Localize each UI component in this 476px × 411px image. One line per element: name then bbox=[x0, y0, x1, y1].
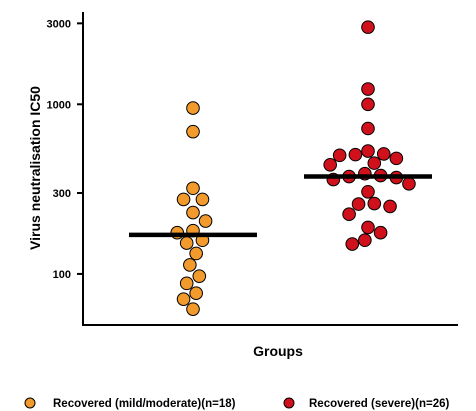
data-points bbox=[170, 20, 416, 316]
legend: Recovered (mild/moderate)(n=18) Recovered… bbox=[24, 397, 449, 410]
data-point bbox=[389, 151, 404, 166]
legend-marker bbox=[24, 397, 36, 409]
data-point bbox=[358, 233, 372, 248]
data-point bbox=[361, 220, 375, 235]
y-tick-label: 100 bbox=[53, 269, 71, 281]
data-point bbox=[186, 124, 200, 139]
data-point bbox=[361, 82, 375, 96]
y-ticks: 100 300 1000 3000 bbox=[47, 18, 83, 281]
data-point bbox=[189, 286, 203, 300]
data-point bbox=[179, 236, 194, 250]
legend-label: Recovered (severe)(n=26) bbox=[309, 398, 449, 410]
data-point bbox=[198, 214, 213, 228]
data-point bbox=[367, 196, 382, 211]
data-point bbox=[176, 192, 191, 207]
data-point bbox=[192, 269, 207, 283]
y-tick-label: 3000 bbox=[47, 18, 71, 30]
data-point bbox=[361, 97, 375, 112]
y-axis-title: Virus neutralisation IC50 bbox=[27, 86, 43, 250]
data-point bbox=[376, 147, 391, 161]
data-point bbox=[323, 157, 338, 172]
y-tick-label: 1000 bbox=[47, 99, 71, 111]
legend-series-name: Recovered (severe) bbox=[309, 398, 415, 410]
data-point bbox=[176, 292, 191, 306]
data-point bbox=[351, 197, 366, 211]
data-point bbox=[342, 207, 356, 221]
data-point bbox=[186, 205, 200, 220]
legend-count: (n=18) bbox=[201, 398, 235, 410]
data-point bbox=[361, 20, 375, 34]
data-point bbox=[361, 184, 375, 199]
data-point bbox=[195, 192, 210, 207]
data-point bbox=[367, 156, 382, 170]
data-point bbox=[186, 181, 200, 196]
data-point bbox=[361, 121, 375, 136]
median-lines bbox=[129, 174, 432, 238]
data-point bbox=[345, 237, 360, 251]
legend-series-name: Recovered (mild/moderate) bbox=[53, 398, 201, 410]
data-point bbox=[402, 176, 416, 191]
data-point bbox=[383, 199, 397, 214]
x-axis-title: Groups bbox=[253, 343, 303, 359]
data-point bbox=[189, 246, 203, 261]
data-point bbox=[186, 101, 200, 115]
data-point bbox=[332, 148, 347, 163]
y-tick-label: 300 bbox=[53, 188, 71, 200]
legend-count: (n=26) bbox=[415, 398, 449, 410]
legend-label: Recovered (mild/moderate)(n=18) bbox=[53, 398, 236, 410]
data-point bbox=[373, 225, 388, 240]
data-point bbox=[186, 302, 200, 316]
legend-marker bbox=[283, 397, 295, 409]
data-point bbox=[183, 258, 197, 272]
data-point bbox=[179, 276, 194, 291]
axes: 100 300 1000 3000 bbox=[47, 12, 458, 326]
data-point bbox=[361, 144, 375, 158]
data-point bbox=[348, 147, 363, 162]
